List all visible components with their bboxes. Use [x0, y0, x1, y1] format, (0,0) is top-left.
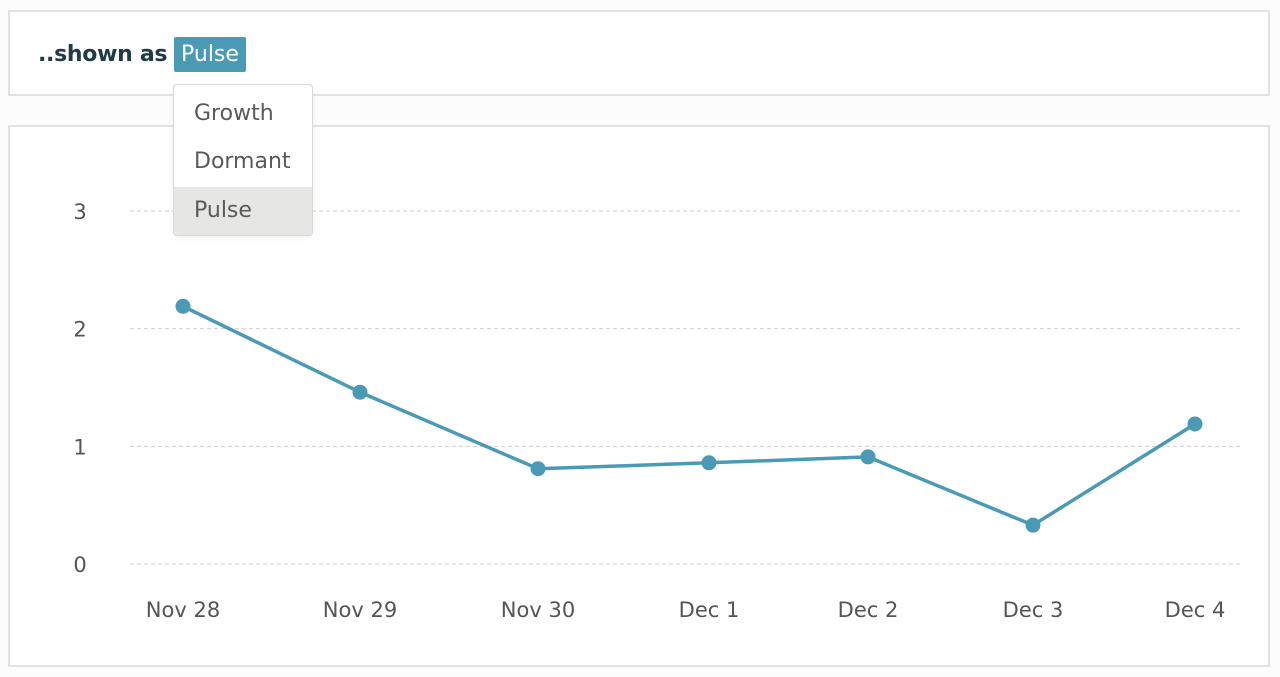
view-selector-button[interactable]: Pulse [174, 37, 246, 72]
x-tick-label: Nov 29 [323, 598, 397, 622]
y-tick-label: 1 [73, 435, 86, 459]
dropdown-option-growth[interactable]: Growth [194, 101, 274, 126]
y-tick-label: 3 [73, 200, 86, 224]
data-point[interactable] [1187, 416, 1203, 432]
data-point[interactable] [701, 455, 717, 471]
dropdown-option-pulse[interactable]: Pulse [174, 187, 312, 235]
data-point[interactable] [860, 449, 876, 465]
series-line [181, 304, 1197, 527]
view-dropdown-menu: Growth Dormant Pulse [173, 84, 313, 236]
data-point[interactable] [530, 461, 546, 477]
y-tick-label: 0 [73, 553, 86, 577]
dropdown-option-dormant[interactable]: Dormant [194, 149, 291, 174]
data-point[interactable] [352, 384, 368, 400]
x-tick-label: Nov 28 [146, 598, 220, 622]
y-tick-label: 2 [73, 318, 86, 342]
x-tick-label: Dec 4 [1165, 598, 1226, 622]
line-chart: 0 1 2 3 Nov 28 Nov 29 Nov 30 Dec 1 Dec 2 Dec 3 Dec… [73, 200, 1240, 622]
x-tick-label: Dec 2 [838, 598, 899, 622]
view-selector-panel: ..shown as Pulse [8, 10, 1270, 96]
x-tick-label: Dec 3 [1003, 598, 1064, 622]
shown-as-label: ..shown as [38, 42, 168, 67]
x-tick-label: Dec 1 [679, 598, 740, 622]
x-tick-label: Nov 30 [501, 598, 575, 622]
data-point[interactable] [175, 298, 191, 314]
data-point[interactable] [1025, 517, 1041, 533]
